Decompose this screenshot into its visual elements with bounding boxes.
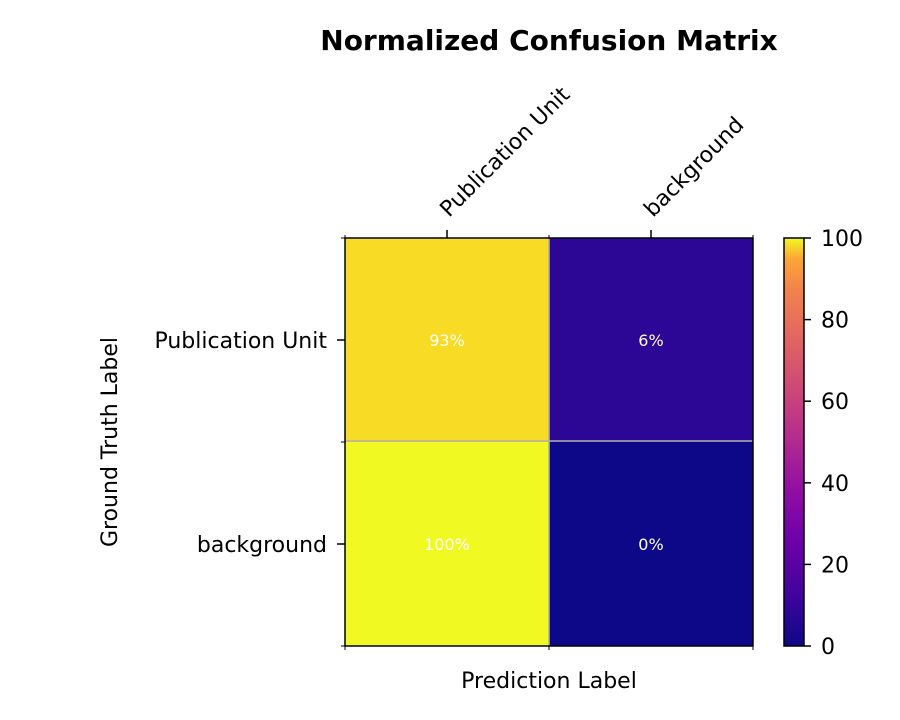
heatmap-cell: [345, 238, 549, 442]
y-axis-ticks: Publication Unit background: [154, 237, 345, 647]
colorbar-tick-label: 100: [821, 227, 863, 252]
colorbar-tick-label: 20: [821, 553, 849, 578]
colorbar-tick-label: 80: [821, 309, 849, 334]
cell-value-label: 93%: [429, 331, 465, 350]
cell-value-label: 6%: [638, 331, 663, 350]
x-axis-label: Prediction Label: [461, 669, 637, 694]
chart-title: Normalized Confusion Matrix: [320, 24, 777, 57]
y-tick-label: background: [197, 533, 327, 558]
heatmap-gridlines: [345, 238, 753, 646]
cell-value-labels: 93% 6% 100% 0%: [424, 331, 664, 554]
colorbar: [783, 237, 805, 647]
x-tick-label: Publication Unit: [436, 82, 576, 222]
heatmap-cell: [549, 442, 753, 646]
colorbar-ticks: 0 20 40 60 80 100: [804, 227, 863, 660]
colorbar-tick-label: 60: [821, 390, 849, 415]
x-tick-label: background: [640, 113, 750, 223]
cell-value-label: 100%: [424, 535, 470, 554]
colorbar-tick-label: 0: [821, 635, 835, 660]
y-tick-label: Publication Unit: [154, 329, 327, 354]
heatmap-cell: [549, 238, 753, 442]
colorbar-tick-label: 40: [821, 472, 849, 497]
heatmap-cell: [345, 442, 549, 646]
y-axis-label: Ground Truth Label: [98, 337, 123, 547]
cell-value-label: 0%: [638, 535, 663, 554]
heatmap-cells: [345, 238, 753, 646]
